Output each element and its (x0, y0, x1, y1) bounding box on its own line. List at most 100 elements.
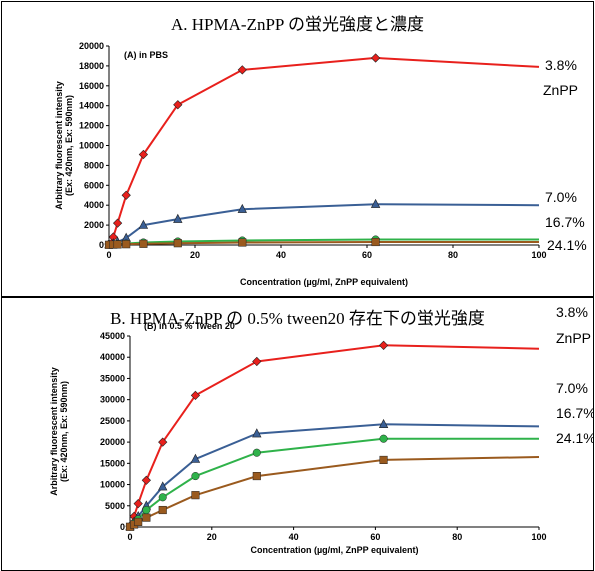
data-point (133, 499, 143, 509)
y-tick-label: 8000 (84, 160, 104, 170)
data-point (190, 390, 201, 401)
y-tick-label: 0 (99, 240, 104, 250)
data-point (158, 437, 168, 447)
chart-inset-label: (A) in PBS (124, 50, 168, 60)
chart-panel-b: B. HPMA-ZnPP の 0.5% tween20 存在下の蛍光強度 0 50… (1, 297, 594, 571)
y-tick-label: 40000 (100, 352, 125, 362)
series-line (129, 456, 540, 528)
data-point (142, 513, 151, 522)
x-tick-label: 100 (531, 250, 546, 260)
series-end-label: 3.8% (556, 304, 588, 320)
y-tick-label: 20000 (100, 437, 125, 447)
series-end-label: 3.8% (545, 57, 577, 73)
data-point (173, 213, 183, 223)
x-tick-label: 100 (531, 532, 546, 542)
series-end-label: 24.1% (556, 430, 593, 446)
x-tick-label: 0 (127, 532, 132, 542)
x-tick-label: 80 (452, 532, 462, 542)
y-tick-label: 16000 (79, 81, 104, 91)
data-point (138, 149, 149, 160)
series-end-label: 16.7% (556, 405, 593, 421)
data-point (158, 505, 167, 515)
data-point (378, 418, 389, 428)
data-point (252, 448, 261, 457)
x-tick-label: 0 (106, 250, 111, 260)
data-point (370, 198, 381, 208)
y-axis-label: (Ex: 420nm, Ex: 590nm) (64, 95, 74, 196)
y-tick-label: 10000 (79, 141, 104, 151)
y-tick-label: 0 (120, 522, 125, 532)
data-point (190, 453, 201, 463)
y-tick-label: 14000 (79, 101, 104, 111)
y-tick-label: 5000 (105, 501, 125, 511)
data-point (252, 356, 262, 367)
y-tick-label: 4000 (84, 200, 104, 210)
x-tick-label: 40 (276, 250, 286, 260)
series-end-label: ZnPP (556, 330, 591, 346)
data-point (191, 472, 200, 481)
chart-inset-label: (B) in 0.5 % Tween 20 (144, 321, 235, 331)
data-point (138, 219, 149, 229)
chart-plot: 0 2000 4000 6000 8000 10000 12000 14000 16000 180… (54, 41, 587, 287)
data-point (142, 505, 151, 515)
y-tick-label: 25000 (100, 416, 125, 426)
y-tick-label: 2000 (84, 220, 104, 230)
data-point (134, 517, 143, 526)
series-line (129, 344, 540, 527)
data-point (378, 340, 389, 350)
y-axis-label: (Ex: 420nm, Ex: 590nm) (59, 381, 69, 482)
series-end-label: 24.1% (547, 237, 587, 253)
series-end-label: ZnPP (543, 82, 578, 98)
series-line (129, 437, 539, 528)
chart-title: B. HPMA-ZnPP の 0.5% tween20 存在下の蛍光強度 (110, 309, 485, 328)
y-axis-label: Arbitrary fluorescent intensity (49, 367, 59, 496)
y-tick-label: 18000 (79, 61, 104, 71)
series-end-label: 7.0% (545, 189, 577, 205)
y-tick-label: 6000 (84, 180, 104, 190)
data-point (158, 493, 167, 502)
data-point (370, 53, 381, 63)
chart-plot: 0 5000 10000 15000 20000 25000 30000 35000 40000… (49, 304, 593, 555)
x-tick-label: 20 (190, 250, 200, 260)
data-point (191, 491, 200, 500)
x-tick-label: 20 (207, 532, 217, 542)
data-point (141, 475, 151, 485)
data-point (112, 218, 123, 228)
series-line (108, 56, 540, 245)
data-point (238, 238, 247, 247)
data-point (252, 472, 261, 481)
series-end-label: 16.7% (545, 214, 585, 230)
y-tick-label: 12000 (79, 121, 104, 131)
chart-panel-a: A. HPMA-ZnPP の蛍光強度と濃度 0 2000 4000 6000 8000 1… (1, 1, 594, 297)
data-point (252, 428, 262, 438)
data-point (173, 239, 182, 248)
data-point (237, 203, 247, 213)
y-tick-label: 20000 (79, 41, 104, 51)
y-tick-label: 15000 (100, 458, 125, 468)
data-point (122, 240, 131, 249)
x-tick-label: 60 (362, 250, 372, 260)
y-tick-label: 30000 (100, 395, 125, 405)
x-tick-label: 80 (448, 250, 458, 260)
data-point (173, 100, 183, 110)
series-line (108, 203, 540, 246)
x-axis-label: Concentration (µg/ml, ZnPP equivalent) (250, 545, 418, 555)
series-line (108, 241, 539, 246)
data-point (121, 190, 131, 200)
y-axis-label: Arbitrary fluorescent intensity (54, 81, 64, 210)
series-end-label: 7.0% (556, 380, 588, 396)
y-tick-label: 45000 (100, 331, 125, 341)
x-tick-label: 40 (289, 532, 299, 542)
data-point (379, 434, 388, 443)
chart-title: A. HPMA-ZnPP の蛍光強度と濃度 (171, 15, 424, 34)
data-point (379, 455, 388, 464)
data-point (139, 239, 148, 248)
x-axis-label: Concentration (µg/ml, ZnPP equivalent) (240, 277, 408, 287)
data-point (237, 65, 247, 75)
data-point (371, 237, 380, 247)
data-point (113, 240, 122, 249)
y-tick-label: 10000 (100, 480, 125, 490)
data-point (158, 481, 168, 491)
y-tick-label: 35000 (100, 373, 125, 383)
x-tick-label: 60 (370, 532, 380, 542)
